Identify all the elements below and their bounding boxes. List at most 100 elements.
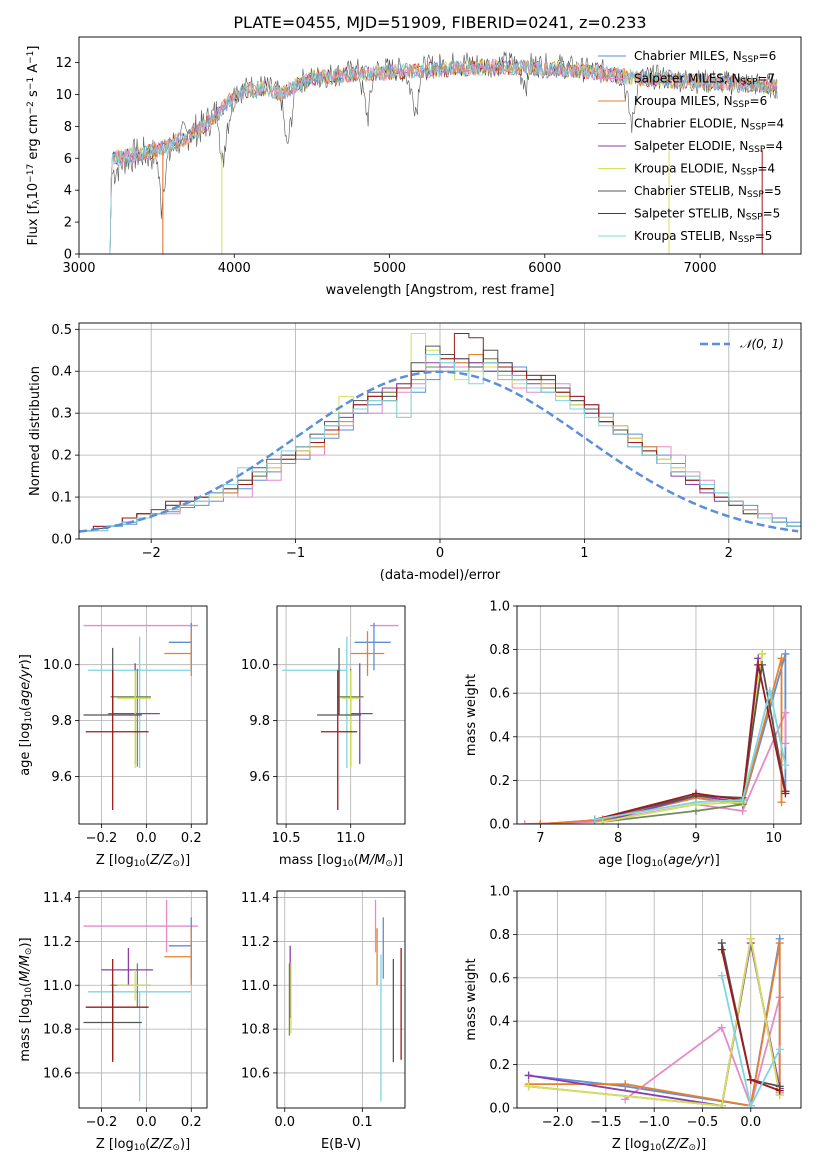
weight-point-kroupa-miles xyxy=(621,1080,630,1089)
x-axis-label-part: ⊙ xyxy=(688,1143,696,1153)
weight-point-kroupa-elodie xyxy=(746,934,755,943)
weight-point-kroupa-stelib xyxy=(717,971,726,980)
weight-point-salpeter-elodie xyxy=(524,1071,533,1080)
y-tick-label: 0.2 xyxy=(51,449,72,464)
y-axis-label: age [log10(age/yr)] xyxy=(18,654,34,776)
legend-label-part: SSP xyxy=(747,190,764,200)
y-tick-label: 12 xyxy=(55,56,72,71)
y-tick-label: 9.8 xyxy=(249,714,270,729)
x-axis-label-part: age [log xyxy=(598,853,651,868)
legend-label: Chabrier MILES, NSSP=6 xyxy=(634,49,776,65)
x-axis-label-part: ⊙ xyxy=(172,1143,180,1153)
y-tick-label: 11.4 xyxy=(241,891,270,906)
weight-point-kroupa-stelib xyxy=(590,815,599,824)
axes-frame xyxy=(276,890,406,1109)
y-tick-label: 11.0 xyxy=(43,979,72,994)
hist-kroupa-stelib xyxy=(79,354,801,539)
legend-label-part: SSP xyxy=(741,78,758,88)
legend-label: 𝒩(0, 1) xyxy=(740,337,784,351)
y-tick-label: 10.0 xyxy=(241,658,270,673)
y-tick-label: 10.8 xyxy=(43,1023,72,1038)
y-axis-label-part: 10 xyxy=(24,987,34,999)
legend-label-part: SSP xyxy=(742,55,759,65)
weight-point-salpeter-stelib xyxy=(691,789,700,798)
y-axis-label: Normed distribution xyxy=(28,366,43,496)
y-axis-label-part: −17 xyxy=(26,164,36,183)
weight-point-kroupa-elodie xyxy=(717,1101,726,1108)
y-axis-label-part: ] xyxy=(26,46,41,51)
x-tick-label: 4000 xyxy=(218,261,251,276)
weight-point-salpeter-miles xyxy=(520,820,529,824)
y-tick-label: 10.0 xyxy=(43,658,72,673)
legend-label-part: SSP xyxy=(738,235,755,245)
x-axis-label-part: 10 xyxy=(134,859,146,869)
x-tick-label: 9 xyxy=(692,831,700,846)
y-tick-label: 10 xyxy=(55,88,72,103)
y-axis-label-part: −1 xyxy=(26,51,36,64)
y-tick-label: 11.2 xyxy=(43,935,72,950)
x-tick-label: −1 xyxy=(286,546,305,561)
legend-label-part: Kroupa MILES, N xyxy=(634,94,733,108)
y-tick-label: 10.6 xyxy=(43,1066,72,1081)
x-axis-label-part: Z [log xyxy=(96,853,134,868)
x-tick-label: 0 xyxy=(436,546,444,561)
legend-label-part: Salpeter STELIB, N xyxy=(634,207,746,221)
weight-point-salpeter-stelib xyxy=(754,660,763,669)
legend-label-part: =6 xyxy=(759,49,777,63)
y-tick-label: 0.4 xyxy=(489,1015,510,1030)
y-tick-label: 0.0 xyxy=(489,818,510,833)
y-tick-label: 1.0 xyxy=(489,600,510,615)
x-axis-label-part: 10 xyxy=(651,859,663,869)
x-axis-label-part: ( xyxy=(145,853,150,868)
legend-label: Salpeter MILES, NSSP=7 xyxy=(634,72,775,88)
weight-point-kroupa-elodie xyxy=(758,649,767,658)
y-axis-label-part: Flux [f xyxy=(26,204,41,245)
panel-mass_vs_Z: −0.2 0.0 0.210.610.811.011.211.4Z [log10(Z… xyxy=(18,890,208,1153)
axes-frame xyxy=(78,890,208,1109)
y-axis-label: mass weight xyxy=(464,674,479,756)
axes-frame xyxy=(516,890,802,1109)
y-axis-label-part: age/yr xyxy=(18,663,33,706)
plot-area-mass_vs_ebv xyxy=(288,899,402,1102)
panel-spectrum: 3000 4000 5000 6000 7000 0 2 4 6 8 10 12 wavelength … xyxy=(26,36,802,298)
y-axis-label-part: −1 xyxy=(26,77,36,90)
legend-label: Kroupa MILES, NSSP=6 xyxy=(634,94,767,110)
x-tick-label: 7 xyxy=(536,831,544,846)
axes-frame xyxy=(78,322,802,540)
weight-point-kroupa-stelib xyxy=(781,761,790,770)
legend-label-part: Kroupa STELIB, N xyxy=(634,229,738,243)
x-tick-label: 0.0 xyxy=(274,1115,295,1130)
x-axis-label-part: )] xyxy=(710,853,720,868)
plot-area-age_vs_mass xyxy=(282,622,399,811)
x-axis-label-part: )] xyxy=(180,1137,190,1152)
y-tick-label: 2 xyxy=(64,216,72,231)
y-axis-label: mass [log10(M/M⊙)] xyxy=(18,937,34,1061)
y-tick-label: 11.4 xyxy=(43,891,72,906)
legend-label-part: SSP xyxy=(746,213,763,223)
y-tick-label: 0.3 xyxy=(51,407,72,422)
y-axis-label-part: M/M xyxy=(18,955,33,982)
legend-label-part: =4 xyxy=(757,162,775,176)
y-tick-label: 0.0 xyxy=(51,533,72,548)
legend-label-part: SSP xyxy=(748,145,765,155)
x-axis-label-part: E(B-V) xyxy=(321,1137,361,1152)
panel-weight_vs_Z: −2.0 −1.5 −1.0 −0.5 0.0 0.0 0.2 0.4 0.6 0.8 1.0 Z [… xyxy=(464,885,802,1153)
y-axis-label-part: )] xyxy=(18,937,33,947)
legend-label: Kroupa STELIB, NSSP=5 xyxy=(634,229,772,245)
y-tick-label: 9.8 xyxy=(51,714,72,729)
legend-label-part: =4 xyxy=(766,117,784,131)
x-tick-label: 6000 xyxy=(528,261,561,276)
y-tick-label: 0.4 xyxy=(489,730,510,745)
x-axis-label-part: age/yr xyxy=(668,853,711,868)
y-axis-label: mass weight xyxy=(464,958,479,1040)
x-axis-label-part: M/M xyxy=(359,853,386,868)
legend-label-part: =5 xyxy=(764,184,782,198)
x-tick-label: −1.0 xyxy=(638,1115,670,1130)
weight-point-salpeter-miles xyxy=(781,708,790,717)
x-axis-label: Z [log10(Z/Z⊙)] xyxy=(96,853,190,869)
legend-label: Salpeter STELIB, NSSP=5 xyxy=(634,207,780,223)
plot-area-spectrum xyxy=(109,51,778,254)
legend-label-part: =4 xyxy=(765,139,783,153)
